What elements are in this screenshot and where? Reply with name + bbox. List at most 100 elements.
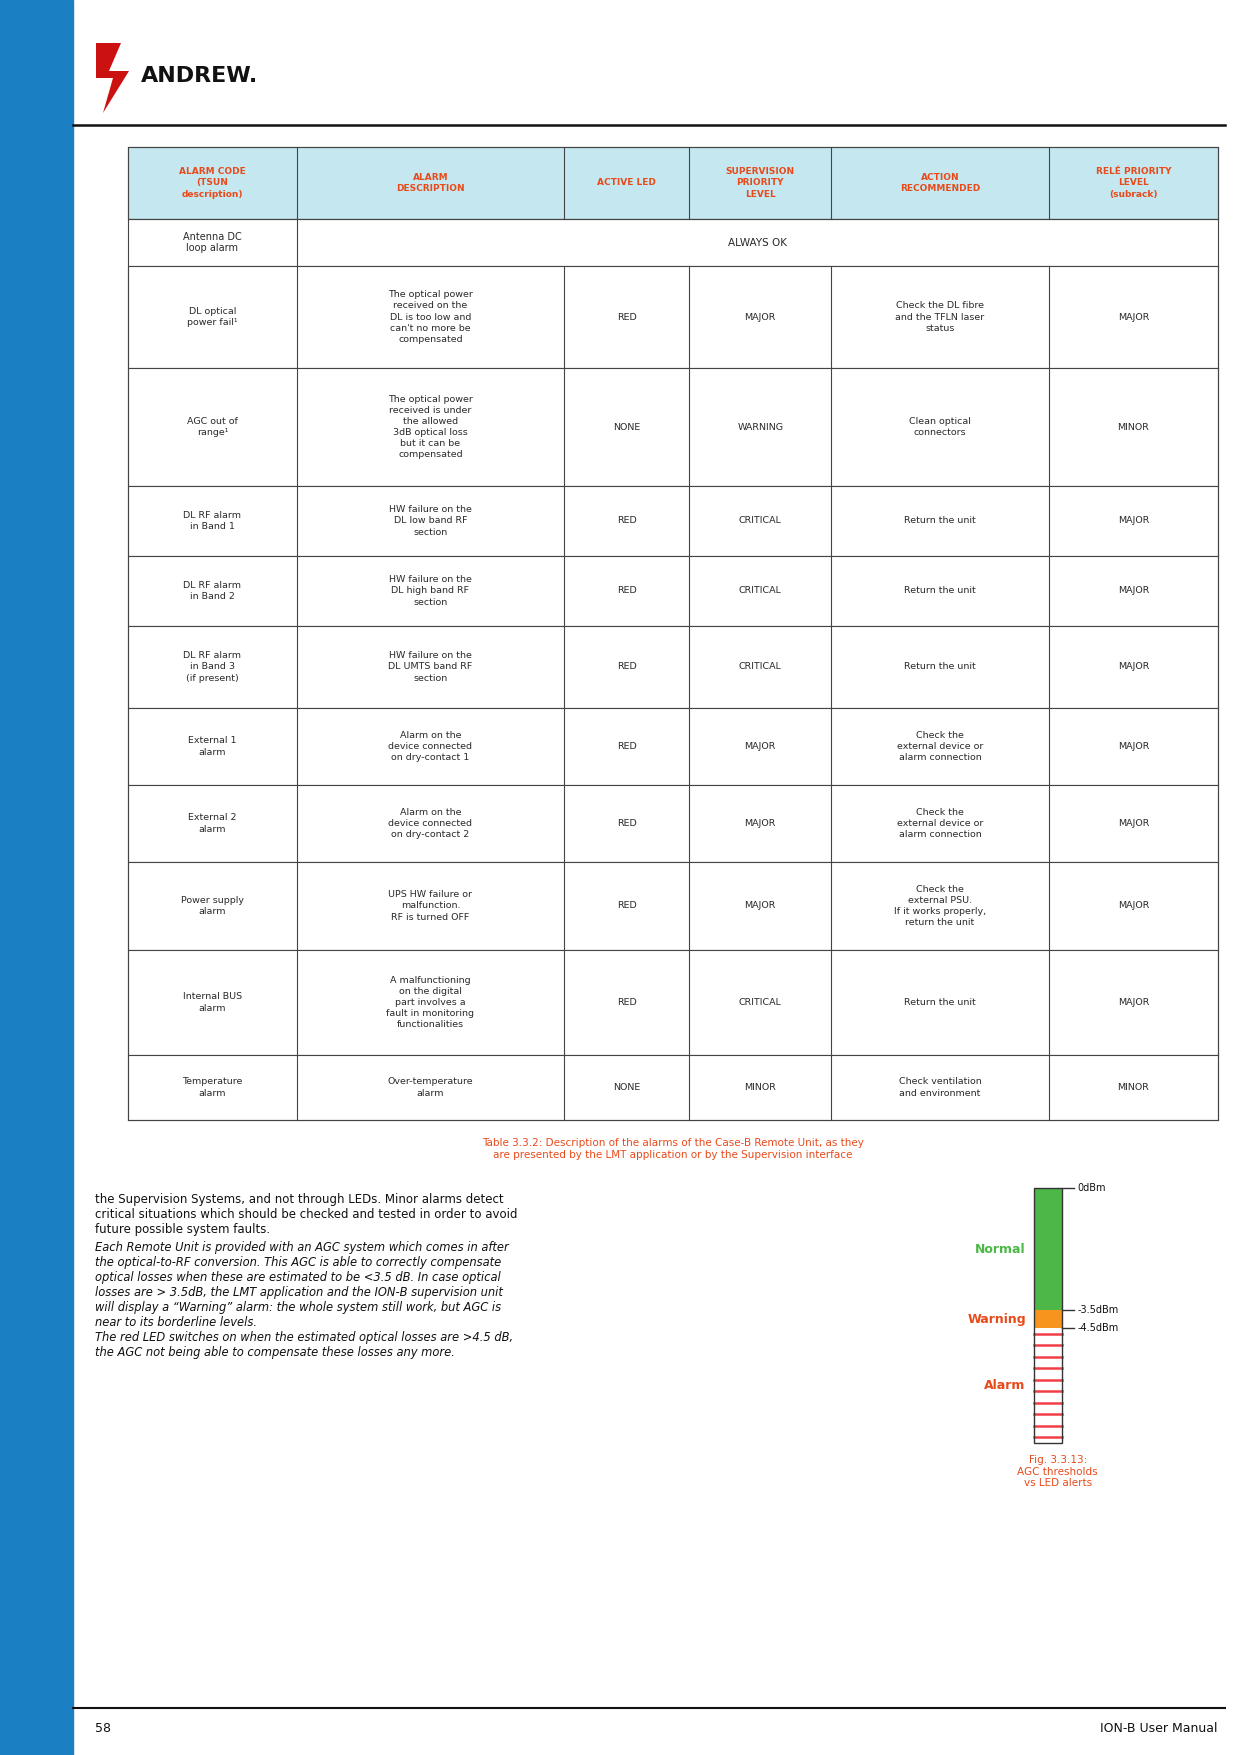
Text: RED: RED xyxy=(616,516,636,525)
Text: Fig. 3.3.13:
AGC thresholds
vs LED alerts: Fig. 3.3.13: AGC thresholds vs LED alert… xyxy=(1018,1455,1099,1488)
Bar xyxy=(128,369,1218,486)
Text: DL RF alarm
in Band 3
(if present): DL RF alarm in Band 3 (if present) xyxy=(184,651,242,683)
Text: UPS HW failure or
malfunction.
RF is turned OFF: UPS HW failure or malfunction. RF is tur… xyxy=(388,890,472,921)
Text: RED: RED xyxy=(616,820,636,828)
Text: Check the
external device or
alarm connection: Check the external device or alarm conne… xyxy=(897,807,983,839)
Text: RED: RED xyxy=(616,742,636,751)
Bar xyxy=(128,556,1218,627)
Text: Return the unit: Return the unit xyxy=(904,662,976,672)
Bar xyxy=(1034,1311,1061,1329)
Text: RED: RED xyxy=(616,999,636,1007)
Text: MAJOR: MAJOR xyxy=(744,742,776,751)
Bar xyxy=(128,1055,1218,1120)
Text: ALARM CODE
(TSUN
description): ALARM CODE (TSUN description) xyxy=(179,167,246,198)
Text: Over-temperature
alarm: Over-temperature alarm xyxy=(388,1078,474,1097)
Text: 58: 58 xyxy=(95,1722,112,1734)
Text: -3.5dBm: -3.5dBm xyxy=(1078,1306,1118,1316)
Bar xyxy=(128,862,1218,949)
Text: MINOR: MINOR xyxy=(1117,1083,1149,1092)
Text: ANDREW.: ANDREW. xyxy=(141,67,258,86)
Text: CRITICAL: CRITICAL xyxy=(739,516,781,525)
Text: Check ventilation
and environment: Check ventilation and environment xyxy=(899,1078,981,1097)
Bar xyxy=(128,219,1218,267)
Bar xyxy=(0,0,73,1755)
Text: Case B: Case B xyxy=(77,653,124,665)
Text: Normal: Normal xyxy=(975,1243,1025,1255)
Text: -4.5dBm: -4.5dBm xyxy=(1078,1323,1118,1334)
Text: RED: RED xyxy=(616,902,636,911)
Text: DL RF alarm
in Band 1: DL RF alarm in Band 1 xyxy=(184,511,242,532)
Text: AGC out of
range¹: AGC out of range¹ xyxy=(187,418,238,437)
Text: 0dBm: 0dBm xyxy=(1078,1183,1106,1193)
Bar xyxy=(128,267,1218,369)
Text: TFAM: TFAM xyxy=(82,612,119,625)
Text: HW failure on the
DL low band RF
section: HW failure on the DL low band RF section xyxy=(389,505,472,537)
Bar xyxy=(1034,1188,1061,1443)
Polygon shape xyxy=(95,44,129,112)
Text: Alarm: Alarm xyxy=(985,1379,1025,1392)
Text: MAJOR: MAJOR xyxy=(744,902,776,911)
Text: NONE: NONE xyxy=(613,423,640,432)
Bar xyxy=(128,627,1218,707)
Bar xyxy=(1034,1188,1061,1311)
Text: MAJOR: MAJOR xyxy=(1117,902,1149,911)
Text: MAJOR: MAJOR xyxy=(744,820,776,828)
Text: A malfunctioning
on the digital
part involves a
fault in monitoring
functionalit: A malfunctioning on the digital part inv… xyxy=(387,976,475,1028)
Bar xyxy=(128,707,1218,784)
Text: ACTIVE LED: ACTIVE LED xyxy=(598,179,656,188)
Text: ION-B User Manual: ION-B User Manual xyxy=(1101,1722,1218,1734)
Text: Check the
external PSU.
If it works properly,
return the unit: Check the external PSU. If it works prop… xyxy=(894,885,986,927)
Text: DL RF alarm
in Band 2: DL RF alarm in Band 2 xyxy=(184,581,242,600)
Text: ALARM
DESCRIPTION: ALARM DESCRIPTION xyxy=(396,174,465,193)
Text: Table 3.3.2: Description of the alarms of the Case-B Remote Unit, as they
are pr: Table 3.3.2: Description of the alarms o… xyxy=(482,1137,864,1160)
Text: MAJOR: MAJOR xyxy=(1117,820,1149,828)
Text: Power supply
alarm: Power supply alarm xyxy=(181,897,244,916)
Text: The optical power
received is under
the allowed
3dB optical loss
but it can be
c: The optical power received is under the … xyxy=(388,395,472,460)
Text: MAJOR: MAJOR xyxy=(1117,662,1149,672)
Text: Alarm on the
device connected
on dry-contact 2: Alarm on the device connected on dry-con… xyxy=(388,807,472,839)
Text: Clean optical
connectors: Clean optical connectors xyxy=(909,418,971,437)
Text: CRITICAL: CRITICAL xyxy=(739,586,781,595)
Text: MAJOR: MAJOR xyxy=(1117,516,1149,525)
Text: The optical power
received on the
DL is too low and
can't no more be
compensated: The optical power received on the DL is … xyxy=(388,290,472,344)
Text: MAJOR: MAJOR xyxy=(1117,999,1149,1007)
Text: RED: RED xyxy=(616,586,636,595)
Text: ALWAYS OK: ALWAYS OK xyxy=(728,237,787,247)
Text: RED: RED xyxy=(616,662,636,672)
Text: SUPERVISION
PRIORITY
LEVEL: SUPERVISION PRIORITY LEVEL xyxy=(725,167,795,198)
Text: CRITICAL: CRITICAL xyxy=(739,662,781,672)
Text: NONE: NONE xyxy=(613,1083,640,1092)
Text: External 2
alarm: External 2 alarm xyxy=(188,814,237,834)
Text: Check the
external device or
alarm connection: Check the external device or alarm conne… xyxy=(897,730,983,762)
Text: HW failure on the
DL high band RF
section: HW failure on the DL high band RF sectio… xyxy=(389,576,472,607)
Text: Antenna DC
loop alarm: Antenna DC loop alarm xyxy=(184,232,242,253)
Text: RELÉ PRIORITY
LEVEL
(subrack): RELÉ PRIORITY LEVEL (subrack) xyxy=(1096,167,1172,198)
Text: ACTION
RECOMMENDED: ACTION RECOMMENDED xyxy=(900,174,980,193)
Text: DL optical
power fail¹: DL optical power fail¹ xyxy=(187,307,238,326)
Text: the Supervision Systems, and not through LEDs. Minor alarms detect
critical situ: the Supervision Systems, and not through… xyxy=(95,1193,517,1236)
Text: MAJOR: MAJOR xyxy=(1117,586,1149,595)
Text: CRITICAL: CRITICAL xyxy=(739,999,781,1007)
Text: External 1
alarm: External 1 alarm xyxy=(188,737,237,756)
Text: Return the unit: Return the unit xyxy=(904,586,976,595)
Text: MAJOR: MAJOR xyxy=(1117,312,1149,321)
Text: MINOR: MINOR xyxy=(1117,423,1149,432)
Text: RED: RED xyxy=(616,312,636,321)
Text: Check the DL fibre
and the TFLN laser
status: Check the DL fibre and the TFLN laser st… xyxy=(895,302,985,333)
Text: MINOR: MINOR xyxy=(744,1083,776,1092)
Bar xyxy=(128,949,1218,1055)
Text: Temperature
alarm: Temperature alarm xyxy=(182,1078,243,1097)
Text: Internal BUS
alarm: Internal BUS alarm xyxy=(184,992,242,1013)
Text: Each Remote Unit is provided with an AGC system which comes in after
the optical: Each Remote Unit is provided with an AGC… xyxy=(95,1241,513,1358)
Bar xyxy=(128,486,1218,556)
Text: Return the unit: Return the unit xyxy=(904,999,976,1007)
Text: MAJOR: MAJOR xyxy=(744,312,776,321)
Bar xyxy=(128,784,1218,862)
Text: Alarm on the
device connected
on dry-contact 1: Alarm on the device connected on dry-con… xyxy=(388,730,472,762)
Text: HW failure on the
DL UMTS band RF
section: HW failure on the DL UMTS band RF sectio… xyxy=(388,651,472,683)
Text: Warning: Warning xyxy=(967,1313,1025,1325)
Bar xyxy=(128,147,1218,219)
Text: WARNING: WARNING xyxy=(738,423,784,432)
Text: MAJOR: MAJOR xyxy=(1117,742,1149,751)
Text: Return the unit: Return the unit xyxy=(904,516,976,525)
